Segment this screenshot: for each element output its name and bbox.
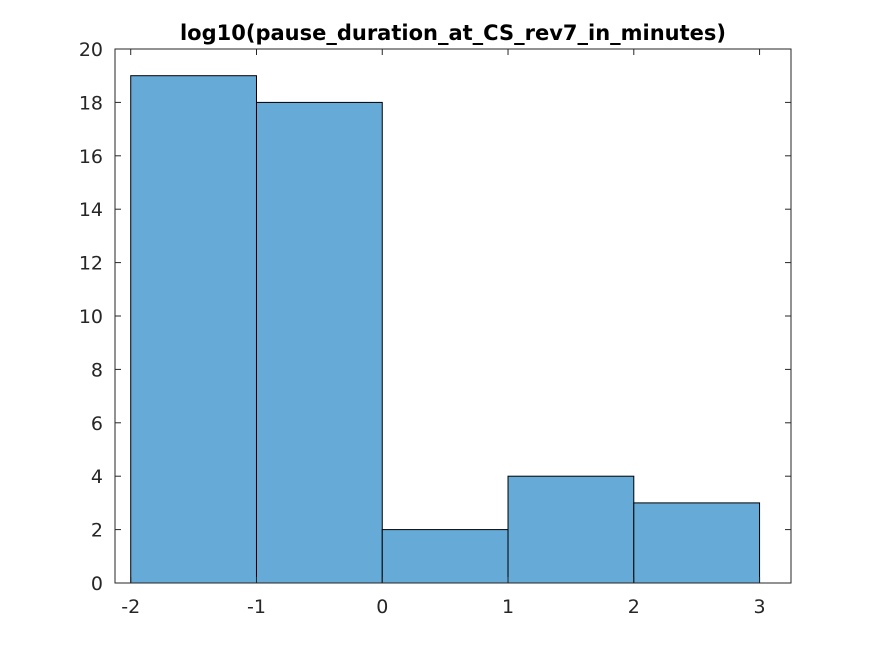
x-tick-label: 0 xyxy=(376,596,388,618)
x-tick-label: 2 xyxy=(628,596,640,618)
y-tick-label: 14 xyxy=(79,199,103,221)
y-tick-label: 20 xyxy=(79,39,103,61)
y-tick-label: 6 xyxy=(91,413,103,435)
x-tick-label: 1 xyxy=(502,596,514,618)
histogram-bar xyxy=(255,101,383,584)
bars-group xyxy=(130,75,761,584)
y-tick-label: 0 xyxy=(91,573,103,595)
histogram-bar xyxy=(633,502,761,584)
y-tick-label: 8 xyxy=(91,359,103,381)
y-tick-label: 12 xyxy=(79,253,103,275)
chart-title: log10(pause_duration_at_CS_rev7_in_minut… xyxy=(180,21,726,45)
x-tick-label: -1 xyxy=(247,596,266,618)
x-tick-label: 3 xyxy=(754,596,766,618)
histogram-bar xyxy=(381,529,509,584)
x-tick-label: -2 xyxy=(121,596,140,618)
y-tick-label: 16 xyxy=(79,146,103,168)
y-tick-label: 4 xyxy=(91,466,103,488)
y-tick-label: 10 xyxy=(79,306,103,328)
y-tick-label: 2 xyxy=(91,520,103,542)
histogram-bar xyxy=(130,75,257,584)
histogram-bar xyxy=(507,475,635,584)
y-tick-label: 18 xyxy=(79,92,103,114)
